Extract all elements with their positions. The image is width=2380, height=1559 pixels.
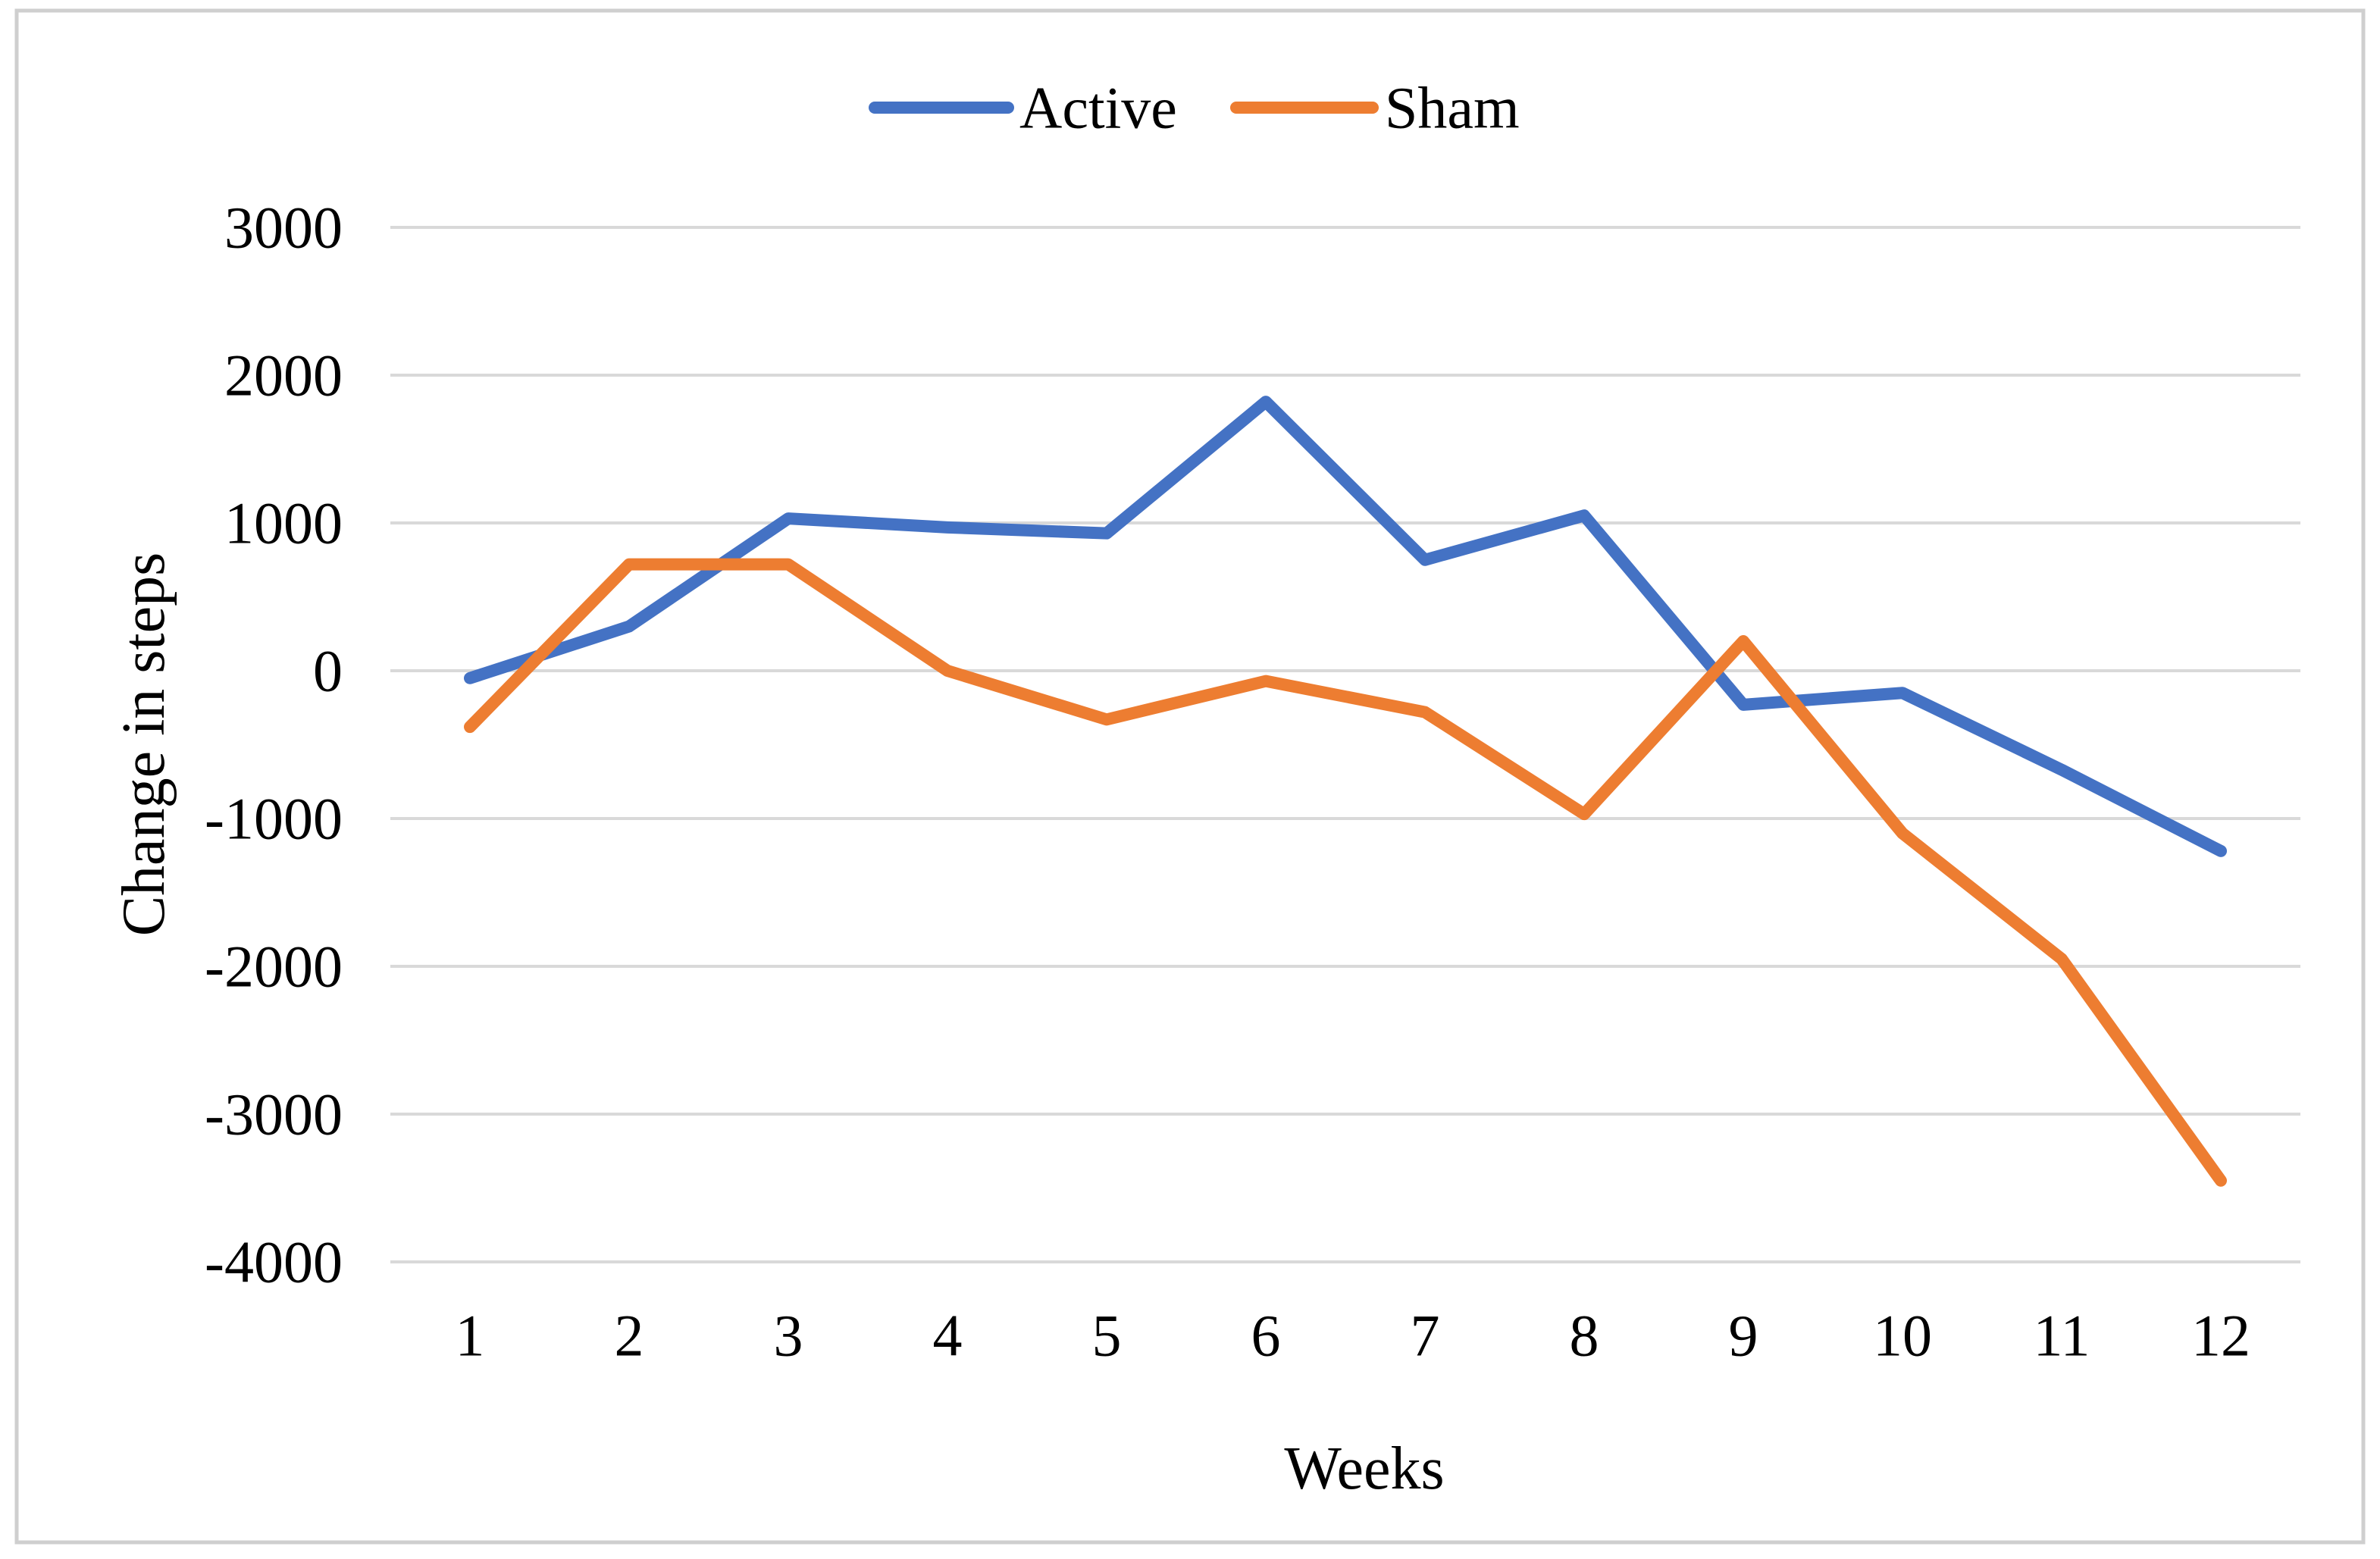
y-axis-title: Change in steps (111, 553, 177, 937)
series-line-active (464, 396, 2227, 857)
x-tick-label-10: 10 (1873, 1303, 1932, 1369)
y-tick-label--1000: -1000 (205, 786, 343, 852)
x-tick-label-6: 6 (1251, 1303, 1281, 1369)
y-tick-label-1000: 1000 (224, 490, 343, 556)
x-axis-tick-labels: 1 2 3 4 5 6 7 8 9 10 11 12 (456, 1303, 2251, 1369)
chart-legend: Active Sham (869, 75, 1520, 141)
legend-label-active: Active (1019, 75, 1177, 141)
x-tick-label-7: 7 (1411, 1303, 1440, 1369)
x-tick-label-5: 5 (1092, 1303, 1122, 1369)
y-tick-label--3000: -3000 (205, 1082, 343, 1147)
series-lines-group (464, 396, 2227, 1187)
figure-border (14, 8, 2366, 1545)
x-tick-label-12: 12 (2191, 1303, 2250, 1369)
x-tick-label-11: 11 (2033, 1303, 2090, 1369)
y-axis-tick-labels: 3000 2000 1000 0 -1000 -2000 -3000 -4000 (205, 195, 343, 1295)
x-tick-label-2: 2 (615, 1303, 644, 1369)
x-tick-label-1: 1 (456, 1303, 485, 1369)
y-tick-label-2000: 2000 (224, 343, 343, 409)
legend-label-sham: Sham (1385, 75, 1520, 141)
series-line-sham (464, 558, 2227, 1187)
y-tick-label--2000: -2000 (205, 934, 343, 1000)
gridlines-group (390, 226, 2300, 1263)
y-tick-label-3000: 3000 (224, 195, 343, 261)
x-tick-label-8: 8 (1570, 1303, 1599, 1369)
y-tick-label-0: 0 (313, 638, 343, 704)
x-tick-label-4: 4 (933, 1303, 963, 1369)
x-tick-label-9: 9 (1729, 1303, 1758, 1369)
y-tick-label--4000: -4000 (205, 1229, 343, 1295)
x-axis-title: Weeks (1284, 1435, 1444, 1502)
x-tick-label-3: 3 (774, 1303, 803, 1369)
